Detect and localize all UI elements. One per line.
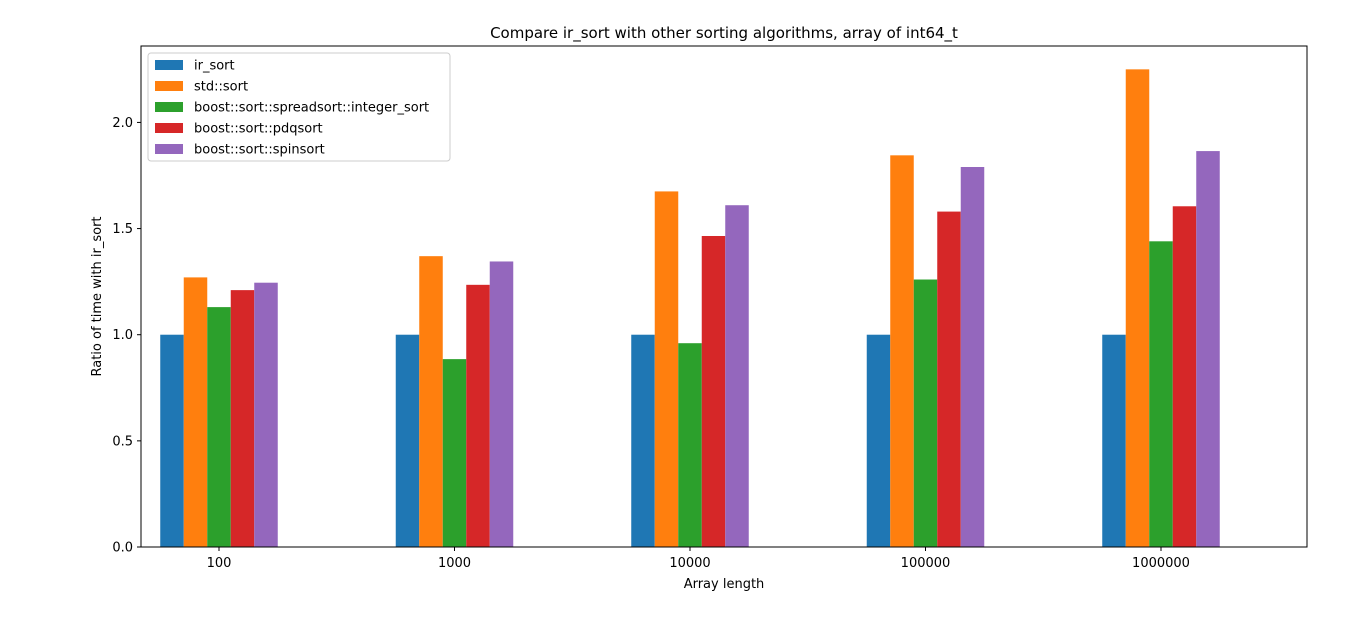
bar-boost-sort-spinsort-1000000: [1196, 151, 1220, 547]
bar-std-sort-100000: [890, 155, 914, 548]
x-tick-label: 10000: [669, 556, 710, 571]
bar-boost-sort-pdqsort-10000: [701, 235, 726, 548]
bar-ir-sort-1000: [395, 334, 420, 547]
bar-boost-sort-pdqsort-1000: [466, 284, 490, 547]
bar-boost-sort-spinsort-1000: [489, 261, 514, 547]
x-axis-label: Array length: [684, 577, 765, 592]
legend: ir_sortstd::sortboost::sort::spreadsort:…: [147, 52, 451, 162]
legend-swatch: [155, 123, 183, 133]
legend-entry: ir_sort: [194, 59, 235, 74]
bar-boost-sort-spinsort-10000: [725, 205, 749, 547]
legend-entry: boost::sort::spreadsort::integer_sort: [194, 101, 429, 116]
y-tick-label: 1.0: [112, 328, 133, 343]
bar-ir-sort-100: [160, 334, 184, 547]
legend-entry: boost::sort::spinsort: [194, 143, 325, 158]
bar-std-sort-100: [183, 277, 208, 547]
bar-boost-sort-spreadsort-integer-sort-100: [207, 307, 231, 547]
legend-entry: boost::sort::pdqsort: [194, 122, 323, 137]
legend-entry: std::sort: [194, 80, 248, 95]
x-tick-label: 100000: [901, 556, 951, 571]
x-axis: 100 1000 10000 100000 1000000: [207, 547, 1190, 571]
bar-std-sort-10000: [654, 191, 679, 548]
y-tick-label: 2.0: [112, 116, 133, 131]
bar-ir-sort-100000: [866, 334, 891, 547]
bar-boost-sort-pdqsort-1000000: [1172, 206, 1197, 548]
bar-boost-sort-spreadsort-integer-sort-1000: [442, 359, 467, 547]
y-axis-label: Ratio of time with ir_sort: [90, 216, 105, 376]
bar-std-sort-1000: [419, 256, 443, 547]
legend-swatch: [155, 102, 183, 112]
bar-boost-sort-spinsort-100: [254, 282, 278, 547]
legend-frame: [147, 52, 451, 162]
bar-boost-sort-pdqsort-100000: [937, 211, 961, 547]
bar-boost-sort-pdqsort-100: [230, 290, 255, 547]
bar-ir-sort-10000: [631, 334, 655, 547]
bars-group: [160, 69, 1220, 548]
x-tick-label: 1000: [438, 556, 471, 571]
y-axis: 0.0 0.5 1.0 1.5 2.0: [112, 116, 141, 556]
plot-frame: [140, 45, 1308, 548]
legend-swatch: [155, 144, 183, 154]
bar-boost-sort-spreadsort-integer-sort-10000: [678, 343, 702, 547]
legend-swatch: [155, 81, 183, 91]
bar-boost-sort-spreadsort-integer-sort-100000: [913, 279, 938, 547]
y-tick-label: 0.0: [112, 541, 133, 556]
bar-ir-sort-1000000: [1102, 334, 1126, 547]
chart-title: Compare ir_sort with other sorting algor…: [490, 24, 958, 43]
y-tick-label: 0.5: [112, 434, 133, 449]
legend-swatch: [155, 60, 183, 70]
bar-boost-sort-spreadsort-integer-sort-1000000: [1149, 241, 1173, 547]
bar-boost-sort-spinsort-100000: [960, 167, 985, 547]
x-tick-label: 100: [207, 556, 232, 571]
x-tick-label: 1000000: [1132, 556, 1190, 571]
y-tick-label: 1.5: [112, 222, 133, 237]
bar-std-sort-1000000: [1125, 69, 1150, 548]
